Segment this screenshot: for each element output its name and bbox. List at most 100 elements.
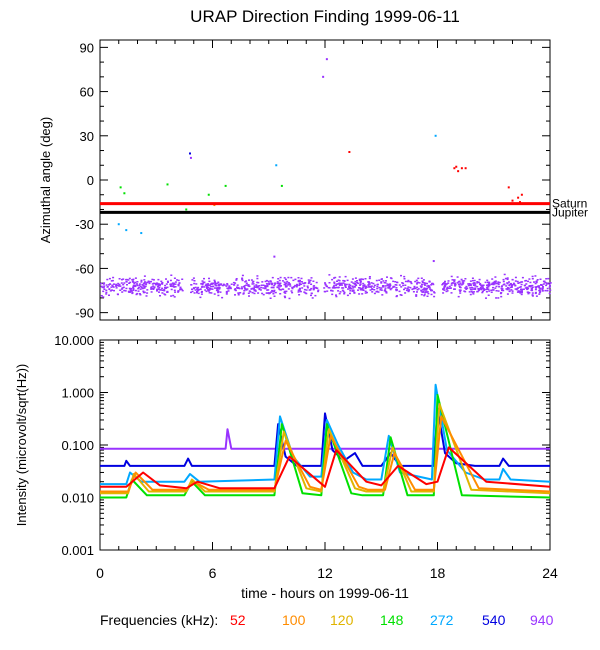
band-point bbox=[511, 290, 514, 292]
band-point bbox=[485, 291, 488, 293]
band-point bbox=[353, 292, 356, 294]
band-point bbox=[173, 277, 176, 279]
band-point bbox=[492, 281, 495, 284]
band-point bbox=[505, 285, 508, 287]
band-point bbox=[146, 289, 149, 291]
band-point bbox=[165, 278, 167, 280]
band-point bbox=[427, 286, 430, 288]
band-point bbox=[117, 282, 120, 285]
band-point bbox=[172, 283, 175, 286]
band-point bbox=[247, 292, 250, 294]
band-point bbox=[379, 289, 382, 291]
band-point bbox=[331, 278, 334, 281]
band-point bbox=[352, 289, 355, 291]
band-point bbox=[103, 285, 106, 287]
band-point bbox=[193, 292, 196, 294]
band-point bbox=[444, 280, 446, 283]
band-point bbox=[333, 287, 336, 289]
band-point bbox=[304, 282, 306, 284]
band-point bbox=[375, 279, 378, 282]
band-point bbox=[292, 286, 295, 288]
band-point bbox=[481, 291, 484, 294]
band-point bbox=[270, 291, 273, 293]
band-point bbox=[353, 285, 356, 288]
azimuth-point bbox=[119, 186, 122, 189]
band-point bbox=[497, 290, 500, 292]
band-point bbox=[270, 286, 273, 289]
band-point bbox=[225, 293, 228, 295]
band-point bbox=[317, 289, 320, 291]
band-point bbox=[242, 292, 245, 294]
band-point bbox=[385, 292, 388, 294]
band-point bbox=[459, 292, 462, 294]
band-point bbox=[142, 287, 144, 289]
band-point bbox=[145, 283, 148, 286]
intensity-line-52 bbox=[100, 446, 551, 490]
band-point bbox=[450, 275, 453, 278]
band-point bbox=[278, 279, 281, 282]
band-point bbox=[368, 277, 371, 280]
band-point bbox=[161, 292, 164, 294]
azimuth-point bbox=[275, 164, 278, 167]
band-point bbox=[283, 291, 286, 294]
band-point bbox=[274, 291, 277, 294]
band-point bbox=[488, 290, 491, 292]
band-point bbox=[423, 294, 426, 297]
band-point bbox=[143, 282, 145, 285]
band-point bbox=[197, 290, 200, 292]
band-point bbox=[352, 282, 355, 284]
band-point bbox=[226, 283, 229, 285]
band-point bbox=[135, 293, 138, 296]
band-point bbox=[490, 291, 493, 293]
band-point bbox=[417, 288, 420, 290]
band-point bbox=[516, 287, 519, 290]
band-point bbox=[255, 286, 258, 288]
band-point bbox=[152, 288, 155, 290]
band-point bbox=[549, 289, 552, 291]
band-point bbox=[197, 286, 200, 289]
band-point bbox=[361, 287, 364, 289]
band-point bbox=[442, 288, 445, 291]
band-point bbox=[283, 281, 286, 283]
band-point bbox=[298, 294, 301, 296]
band-point bbox=[229, 287, 232, 290]
band-point bbox=[174, 281, 177, 283]
band-point bbox=[120, 288, 123, 290]
band-point bbox=[430, 293, 433, 296]
band-point bbox=[132, 281, 135, 283]
band-point bbox=[423, 283, 426, 286]
band-point bbox=[331, 290, 334, 292]
band-point bbox=[165, 283, 168, 285]
band-point bbox=[228, 285, 231, 287]
frequency-legend: Frequencies (kHz): 52 100 120 148 272 540 940 bbox=[100, 612, 554, 628]
band-point bbox=[360, 278, 363, 280]
band-point bbox=[517, 282, 520, 284]
band-point bbox=[132, 286, 135, 289]
band-point bbox=[201, 283, 204, 286]
band-point bbox=[310, 292, 313, 294]
band-point bbox=[249, 291, 252, 293]
band-point bbox=[303, 291, 306, 293]
band-point bbox=[200, 293, 203, 295]
band-point bbox=[469, 284, 472, 287]
azimuth-point bbox=[517, 196, 520, 199]
band-point bbox=[126, 278, 128, 281]
band-point bbox=[365, 285, 368, 288]
band-point bbox=[210, 292, 213, 294]
band-point bbox=[286, 280, 289, 283]
band-point bbox=[328, 282, 331, 284]
band-point bbox=[378, 279, 381, 281]
band-point bbox=[445, 288, 448, 290]
band-point bbox=[243, 290, 246, 292]
band-point bbox=[535, 295, 538, 297]
band-point bbox=[298, 289, 301, 291]
band-point bbox=[236, 284, 239, 286]
band-point bbox=[220, 284, 222, 286]
band-point bbox=[281, 280, 284, 282]
band-point bbox=[416, 291, 418, 293]
band-point bbox=[385, 280, 387, 282]
band-point bbox=[450, 284, 453, 286]
band-point bbox=[456, 282, 459, 284]
band-point bbox=[200, 291, 203, 293]
